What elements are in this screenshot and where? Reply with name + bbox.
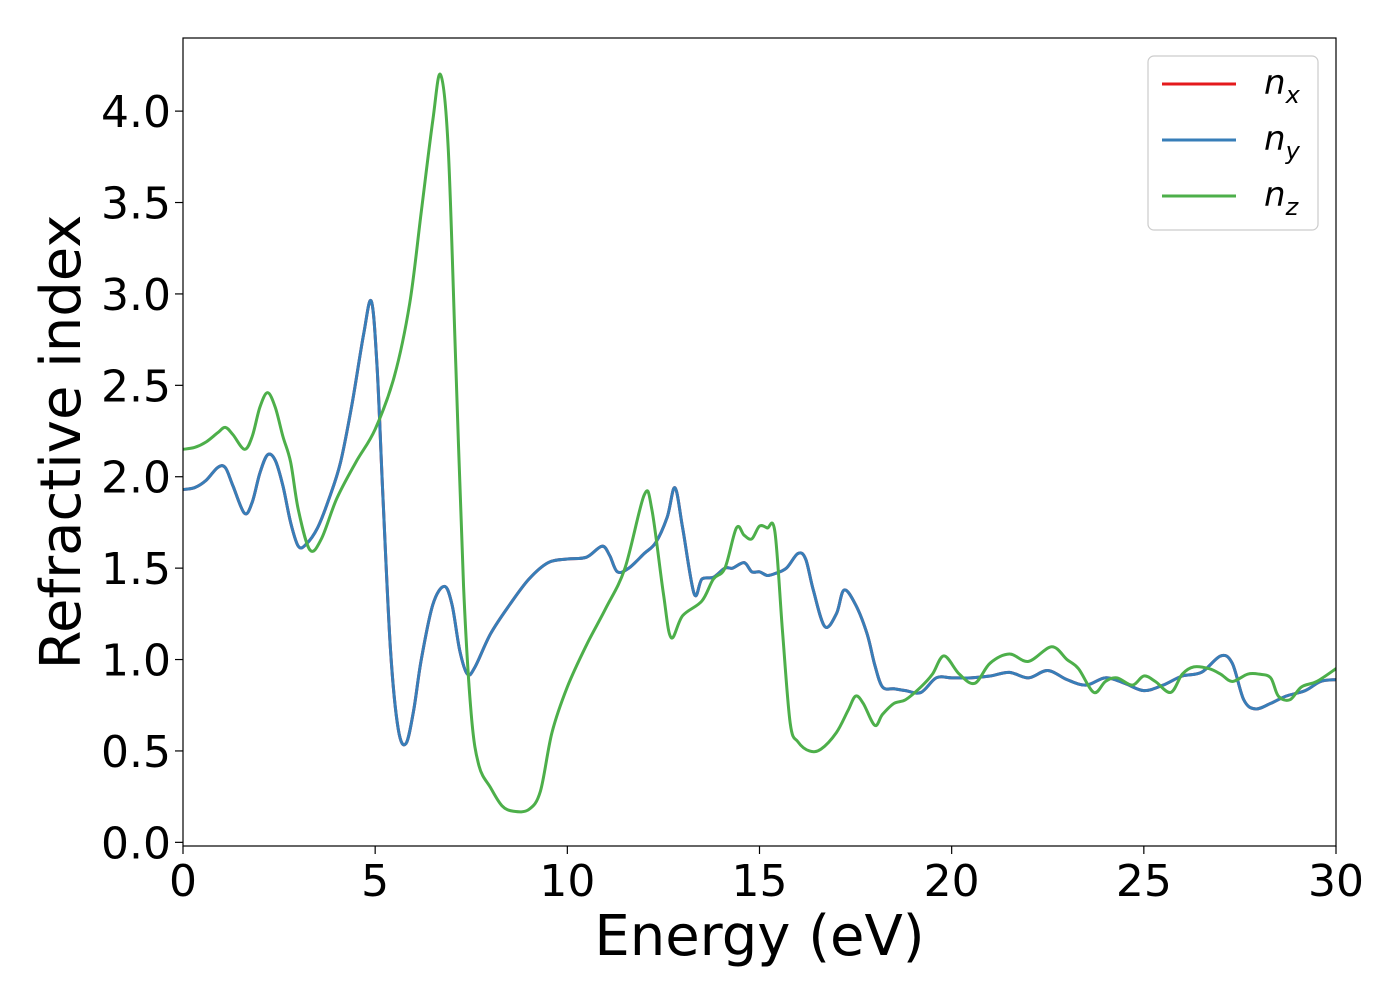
legend-label-subscript: z bbox=[1285, 193, 1300, 221]
y-tick-label: 2.0 bbox=[101, 453, 171, 504]
y-tick-label: 2.5 bbox=[101, 361, 171, 412]
x-axis-label: Energy (eV) bbox=[594, 904, 924, 969]
y-axis: 0.0 0.5 1.0 1.5 2.0 2.5 3.0 3.5 4.0 bbox=[101, 87, 183, 869]
y-tick-label: 3.0 bbox=[101, 270, 171, 321]
legend-label-nz: nz bbox=[1264, 175, 1300, 221]
series-line-nz bbox=[183, 72, 1336, 814]
series-layer bbox=[183, 72, 1336, 814]
x-tick-label: 30 bbox=[1308, 856, 1364, 907]
x-tick-label: 10 bbox=[539, 856, 595, 907]
x-axis: 0 5 10 15 20 25 30 bbox=[169, 846, 1364, 907]
y-tick-label: 3.5 bbox=[101, 179, 171, 230]
y-axis-label: Refractive index bbox=[29, 215, 94, 670]
legend-label-base: n bbox=[1264, 63, 1286, 103]
y-tick-label: 1.5 bbox=[101, 544, 171, 595]
series-line-ny bbox=[183, 298, 1336, 747]
x-tick-label: 15 bbox=[732, 856, 788, 907]
y-tick-label: 0.5 bbox=[101, 727, 171, 778]
legend-label-base: n bbox=[1264, 119, 1286, 159]
legend-label-subscript: y bbox=[1285, 137, 1301, 165]
legend-label-base: n bbox=[1264, 175, 1286, 215]
x-tick-label: 20 bbox=[924, 856, 980, 907]
legend-label-subscript: x bbox=[1285, 81, 1301, 109]
legend-label-ny: ny bbox=[1264, 119, 1301, 165]
x-tick-label: 25 bbox=[1116, 856, 1172, 907]
x-tick-label: 0 bbox=[169, 856, 197, 907]
x-tick-label: 5 bbox=[361, 856, 389, 907]
y-tick-label: 4.0 bbox=[101, 87, 171, 138]
legend-label-nx: nx bbox=[1264, 63, 1301, 109]
legend-box bbox=[1147, 55, 1319, 231]
y-tick-label: 1.0 bbox=[101, 636, 171, 687]
y-tick-label: 0.0 bbox=[101, 818, 171, 869]
